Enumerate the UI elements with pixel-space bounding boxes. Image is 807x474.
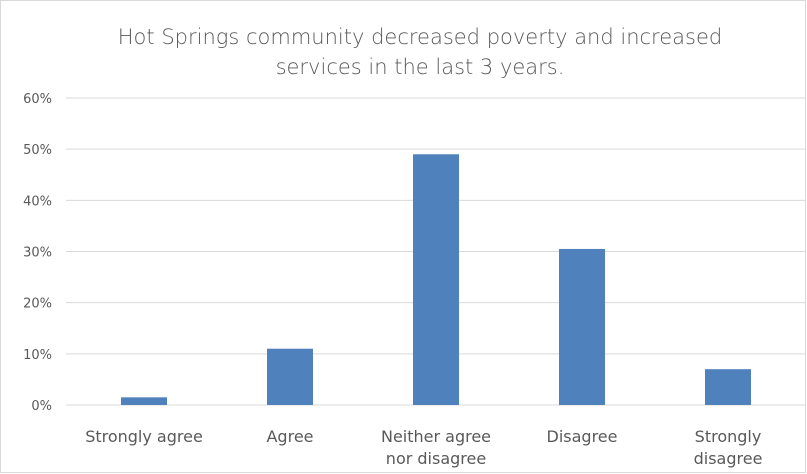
y-tick-label: 50% (23, 143, 52, 158)
x-category-label: Strongly (695, 427, 762, 446)
bar (413, 154, 459, 405)
x-category-label: Strongly agree (85, 427, 203, 446)
bar (559, 248, 605, 405)
x-category-label: disagree (694, 449, 763, 468)
y-tick-label: 10% (23, 348, 52, 363)
y-tick-label: 20% (23, 297, 52, 312)
chart-title-line-1: Hot Springs community decreased poverty … (117, 25, 723, 49)
x-category-label: nor disagree (386, 449, 486, 468)
y-tick-label: 40% (23, 194, 52, 209)
y-tick-label: 60% (23, 92, 52, 107)
bar (267, 348, 313, 405)
bar (705, 369, 751, 405)
y-tick-label: 0% (31, 399, 52, 414)
x-category-label: Agree (266, 427, 313, 446)
chart-title-line-2: services in the last 3 years. (275, 55, 565, 79)
y-tick-label: 30% (23, 246, 52, 261)
bar (121, 397, 167, 405)
chart-title: Hot Springs community decreased poverty … (90, 22, 750, 82)
x-category-label: Disagree (547, 427, 618, 446)
x-category-label: Neither agree (381, 427, 491, 446)
